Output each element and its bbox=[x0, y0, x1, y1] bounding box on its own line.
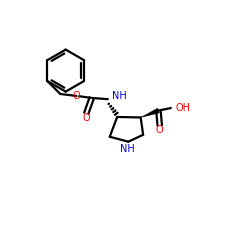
Text: O: O bbox=[156, 125, 164, 135]
Polygon shape bbox=[141, 108, 159, 118]
Text: NH: NH bbox=[112, 91, 127, 101]
Text: OH: OH bbox=[176, 102, 190, 113]
Text: NH: NH bbox=[120, 144, 134, 154]
Text: O: O bbox=[72, 91, 80, 101]
Text: O: O bbox=[82, 113, 90, 123]
